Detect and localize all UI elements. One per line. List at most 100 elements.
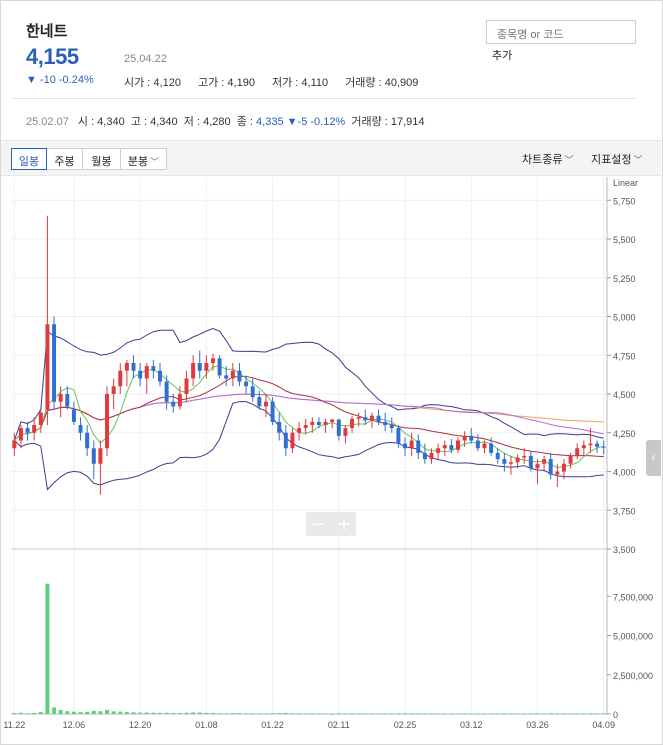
candle-body	[124, 363, 129, 371]
indicator-settings-dropdown[interactable]: 지표설정 ﹀	[591, 151, 643, 167]
volume-bar	[376, 713, 381, 715]
candle-body	[217, 358, 222, 376]
volume-bar	[369, 713, 374, 715]
stock-chart[interactable]: 3,500 3,750 4,000 4,250 4,500 4,750 5,000 5,250…	[1, 177, 661, 745]
candle-body	[482, 443, 487, 449]
tab-monthly[interactable]: 월봉	[83, 148, 121, 170]
volume-bar	[422, 713, 427, 715]
volume-bar	[191, 712, 196, 714]
volume-bar	[343, 713, 348, 715]
candle-body	[52, 324, 57, 402]
price-tick-label: 4,500	[613, 390, 636, 400]
hover-high: 고 : 4,340	[130, 116, 178, 128]
volume-bar	[303, 713, 308, 715]
candle-body	[158, 370, 162, 382]
candle-body	[535, 463, 540, 469]
tab-weekly[interactable]: 주봉	[47, 148, 83, 170]
candle-body	[369, 415, 374, 421]
zoom-out-icon[interactable]: −	[310, 514, 325, 535]
hover-volume: 거래량 : 17,914	[351, 116, 425, 128]
candle-body	[502, 459, 507, 464]
tab-daily[interactable]: 일봉	[11, 148, 47, 170]
tab-minute[interactable]: 분봉 ﹀	[121, 148, 167, 170]
candle-body	[581, 445, 586, 449]
chart-type-dropdown[interactable]: 차트종류 ﹀	[522, 151, 574, 167]
candle-body	[601, 446, 606, 448]
volume-bar	[462, 713, 467, 715]
high-value: 고가 : 4,190	[198, 77, 255, 89]
volume-tick-label: 5,000,000	[613, 632, 653, 642]
volume-bar	[144, 712, 149, 714]
volume-bar	[363, 713, 368, 715]
candle-body	[257, 397, 262, 407]
candle-body	[343, 428, 348, 436]
candle-body	[396, 428, 401, 444]
candle-body	[416, 440, 421, 453]
candle-body	[250, 386, 255, 398]
candle-body	[456, 440, 460, 450]
volume-bar	[210, 713, 215, 715]
stock-search-input[interactable]	[486, 20, 636, 44]
candle-body	[515, 457, 520, 463]
candle-body	[376, 415, 381, 422]
candle-body	[522, 456, 527, 458]
volume-bar	[197, 712, 202, 714]
volume-value: 거래량 : 40,909	[345, 77, 419, 89]
hover-change: ▼-5 -0.12%	[286, 116, 346, 128]
volume-bar	[124, 711, 129, 714]
side-panel-toggle[interactable]: ‹	[646, 440, 661, 476]
chevron-down-icon: ﹀	[564, 155, 574, 165]
hover-open: 시 : 4,340	[77, 116, 125, 128]
volume-bar	[257, 713, 262, 715]
volume-bar	[396, 713, 401, 715]
volume-bar	[502, 713, 507, 715]
chart-toolbar: 일봉 주봉 월봉 분봉 ﹀ 차트종류 ﹀ 지표설정 ﹀	[1, 140, 661, 176]
ma60-line	[13, 393, 604, 441]
volume-bar	[416, 713, 421, 715]
candle-body	[449, 445, 454, 450]
candle-body	[71, 409, 76, 422]
candle-body	[144, 366, 149, 379]
candle-body	[191, 363, 196, 379]
add-button[interactable]: 추가	[492, 50, 513, 62]
price-tick-label: 3,750	[613, 506, 636, 516]
chart-svg[interactable]: 3,500 3,750 4,000 4,250 4,500 4,750 5,000 5,250…	[1, 177, 661, 743]
volume-bar	[12, 713, 17, 715]
volume-bar	[171, 713, 176, 715]
volume-bar	[561, 713, 566, 715]
volume-bar	[25, 713, 30, 715]
x-tick-label: 01.08	[195, 720, 218, 730]
volume-bar	[436, 713, 441, 715]
volume-bar	[91, 710, 96, 714]
candle-body	[230, 370, 235, 379]
candle-body	[171, 401, 176, 407]
zoom-in-icon[interactable]: +	[336, 514, 351, 535]
chart-type-label: 차트종류	[522, 154, 563, 166]
volume-bar	[111, 711, 116, 714]
volume-tick-label: 7,500,000	[613, 592, 653, 602]
volume-bar	[138, 712, 143, 714]
candle-body	[277, 421, 282, 433]
current-price: 4,155	[26, 44, 79, 69]
candle-body	[85, 432, 90, 449]
candle-body	[204, 363, 209, 371]
x-tick-label: 01.22	[261, 720, 284, 730]
candle-body	[131, 363, 136, 371]
candle-body	[383, 421, 388, 425]
price-tick-label: 5,500	[613, 235, 636, 245]
price-tick-label: 5,250	[613, 274, 636, 284]
candle-body	[330, 419, 335, 422]
candle-body	[18, 428, 23, 441]
candle-body	[290, 432, 295, 449]
volume-bar	[508, 713, 513, 715]
candle-body	[356, 417, 361, 419]
hover-low: 저 : 4,280	[183, 116, 231, 128]
candle-body	[462, 435, 467, 441]
candle-body	[595, 443, 600, 447]
ohlc-summary: 시가 : 4,120 고가 : 4,190 저가 : 4,110 거래량 : 4…	[124, 74, 432, 90]
volume-bar	[449, 713, 454, 715]
tab-minute-label: 분봉	[127, 156, 149, 168]
candle-body	[336, 419, 341, 436]
candle-body	[403, 443, 408, 449]
volume-bar	[177, 713, 182, 715]
